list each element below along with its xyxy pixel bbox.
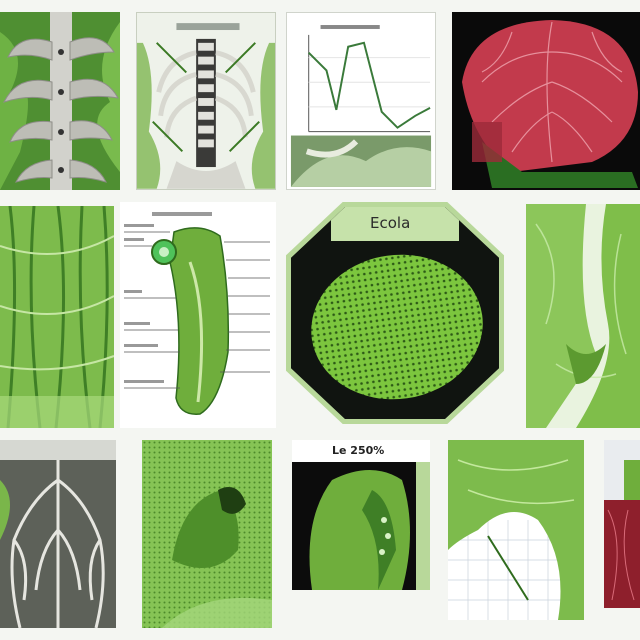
bottom-panel-title: Le 250% (332, 444, 385, 457)
ribcage-illustration (137, 13, 275, 189)
image-tile-titled-panel[interactable]: Le 250% (292, 440, 430, 590)
image-tile-vascular[interactable] (452, 12, 640, 190)
green-organ-illustration (526, 204, 640, 428)
vascular-illustration (452, 12, 640, 190)
octagon-inner-panel (291, 207, 499, 419)
image-tile-spine-foliage[interactable] (0, 12, 120, 190)
image-tile-labeled-diagram[interactable] (120, 202, 276, 428)
image-tile-grey-network[interactable] (0, 440, 116, 628)
image-tile-green-vines[interactable] (0, 206, 114, 428)
grey-network-illustration (0, 440, 116, 628)
titled-panel-illustration (292, 462, 430, 590)
green-tissue-illustration (142, 440, 272, 628)
image-tile-red-edge[interactable] (604, 440, 640, 608)
labeled-diagram-illustration (120, 202, 276, 428)
octagon-frame[interactable] (286, 202, 504, 424)
dotted-ovoid-illustration (291, 207, 499, 419)
image-tile-ribcage[interactable] (136, 12, 276, 190)
green-vines-illustration (0, 206, 114, 428)
red-edge-illustration (604, 440, 640, 608)
image-tile-green-tissue[interactable] (142, 440, 272, 628)
spine-foliage-illustration (0, 12, 120, 190)
line-chart-illustration (287, 13, 435, 189)
image-tile-chart-panel[interactable] (286, 12, 436, 190)
image-tile-green-organ[interactable] (526, 204, 640, 428)
tissue-grid-illustration (448, 440, 584, 620)
image-tile-tissue-grid[interactable] (448, 440, 584, 620)
octagon-title: Ecola (370, 214, 411, 232)
